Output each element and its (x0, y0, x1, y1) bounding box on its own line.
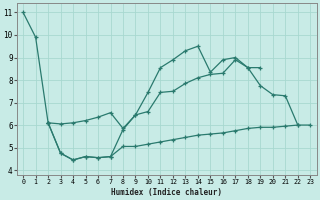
X-axis label: Humidex (Indice chaleur): Humidex (Indice chaleur) (111, 188, 222, 197)
